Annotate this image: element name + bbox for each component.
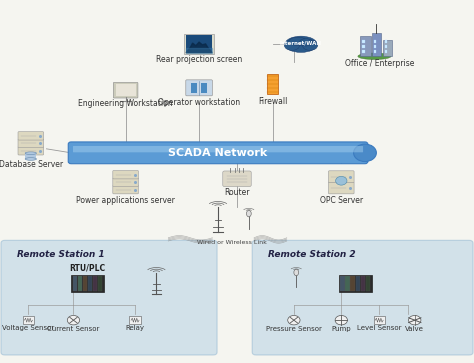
FancyBboxPatch shape: [252, 240, 473, 355]
FancyBboxPatch shape: [71, 275, 104, 292]
Text: Remote Station 1: Remote Station 1: [17, 250, 104, 259]
FancyBboxPatch shape: [93, 276, 97, 291]
Text: Power applications server: Power applications server: [76, 196, 175, 205]
FancyBboxPatch shape: [339, 275, 372, 292]
FancyBboxPatch shape: [350, 276, 355, 291]
FancyBboxPatch shape: [186, 80, 212, 96]
Ellipse shape: [25, 158, 36, 160]
Ellipse shape: [302, 40, 318, 50]
FancyBboxPatch shape: [113, 82, 138, 98]
FancyBboxPatch shape: [372, 33, 381, 56]
Circle shape: [288, 315, 300, 325]
Circle shape: [354, 144, 376, 162]
Circle shape: [67, 315, 80, 325]
FancyBboxPatch shape: [68, 142, 368, 164]
FancyBboxPatch shape: [374, 45, 376, 48]
FancyBboxPatch shape: [113, 171, 138, 179]
Text: Pump: Pump: [331, 326, 351, 332]
FancyBboxPatch shape: [18, 147, 44, 155]
Text: Operator workstation: Operator workstation: [158, 98, 240, 107]
Ellipse shape: [25, 152, 36, 155]
Text: OPC Server: OPC Server: [320, 196, 363, 205]
FancyBboxPatch shape: [356, 276, 360, 291]
FancyBboxPatch shape: [82, 276, 87, 291]
Text: Voltage Sensor: Voltage Sensor: [2, 325, 55, 331]
FancyBboxPatch shape: [267, 74, 278, 94]
Text: Pressure Sensor: Pressure Sensor: [266, 326, 322, 332]
Ellipse shape: [289, 37, 307, 45]
Text: Engineering Workstation: Engineering Workstation: [78, 99, 173, 109]
Text: Remote Station 2: Remote Station 2: [268, 250, 356, 259]
Text: Relay: Relay: [126, 325, 145, 331]
FancyBboxPatch shape: [360, 36, 371, 56]
FancyBboxPatch shape: [98, 276, 102, 291]
Text: Current Sensor: Current Sensor: [47, 326, 100, 332]
Text: Internet/WAN: Internet/WAN: [280, 41, 322, 46]
FancyBboxPatch shape: [25, 153, 36, 159]
Polygon shape: [186, 42, 212, 53]
FancyBboxPatch shape: [78, 276, 82, 291]
FancyBboxPatch shape: [374, 50, 376, 53]
Circle shape: [336, 176, 347, 185]
FancyBboxPatch shape: [385, 45, 387, 48]
Text: Valve: Valve: [405, 326, 424, 332]
Text: Database Server: Database Server: [0, 160, 63, 170]
FancyBboxPatch shape: [385, 50, 387, 53]
Circle shape: [409, 315, 421, 325]
Text: Router: Router: [224, 188, 250, 197]
FancyBboxPatch shape: [328, 171, 354, 183]
FancyBboxPatch shape: [340, 276, 345, 291]
FancyBboxPatch shape: [73, 146, 363, 152]
Text: Firewall: Firewall: [258, 97, 287, 106]
Text: Rear projection screen: Rear projection screen: [156, 55, 242, 64]
FancyBboxPatch shape: [18, 139, 44, 147]
FancyBboxPatch shape: [223, 171, 251, 187]
FancyBboxPatch shape: [113, 185, 138, 194]
Text: Wired or Wireless Link: Wired or Wireless Link: [197, 240, 267, 245]
Ellipse shape: [358, 53, 391, 60]
FancyBboxPatch shape: [362, 40, 365, 43]
FancyBboxPatch shape: [184, 34, 214, 54]
Ellipse shape: [284, 40, 300, 50]
Text: Level Sensor: Level Sensor: [357, 325, 401, 331]
FancyBboxPatch shape: [113, 178, 138, 186]
Text: RTU/PLC: RTU/PLC: [70, 264, 106, 273]
Ellipse shape: [246, 210, 251, 217]
FancyBboxPatch shape: [374, 316, 385, 324]
FancyBboxPatch shape: [328, 182, 354, 194]
FancyBboxPatch shape: [116, 84, 136, 96]
FancyBboxPatch shape: [88, 276, 92, 291]
Circle shape: [335, 315, 347, 325]
Ellipse shape: [294, 269, 299, 276]
FancyBboxPatch shape: [362, 45, 365, 48]
FancyBboxPatch shape: [383, 40, 392, 56]
FancyBboxPatch shape: [1, 240, 217, 355]
FancyBboxPatch shape: [346, 276, 350, 291]
FancyBboxPatch shape: [129, 316, 141, 324]
FancyBboxPatch shape: [186, 35, 212, 53]
FancyBboxPatch shape: [73, 276, 77, 291]
FancyBboxPatch shape: [23, 316, 34, 324]
Text: Office / Enterprise: Office / Enterprise: [345, 59, 414, 68]
Text: SCADA Network: SCADA Network: [168, 148, 268, 158]
Ellipse shape: [300, 38, 312, 46]
FancyBboxPatch shape: [374, 40, 376, 43]
FancyBboxPatch shape: [365, 276, 370, 291]
Ellipse shape: [285, 36, 317, 53]
FancyBboxPatch shape: [362, 50, 365, 53]
FancyBboxPatch shape: [361, 276, 365, 291]
FancyBboxPatch shape: [201, 83, 207, 93]
FancyBboxPatch shape: [385, 40, 387, 43]
FancyBboxPatch shape: [18, 132, 44, 140]
FancyBboxPatch shape: [191, 83, 197, 93]
